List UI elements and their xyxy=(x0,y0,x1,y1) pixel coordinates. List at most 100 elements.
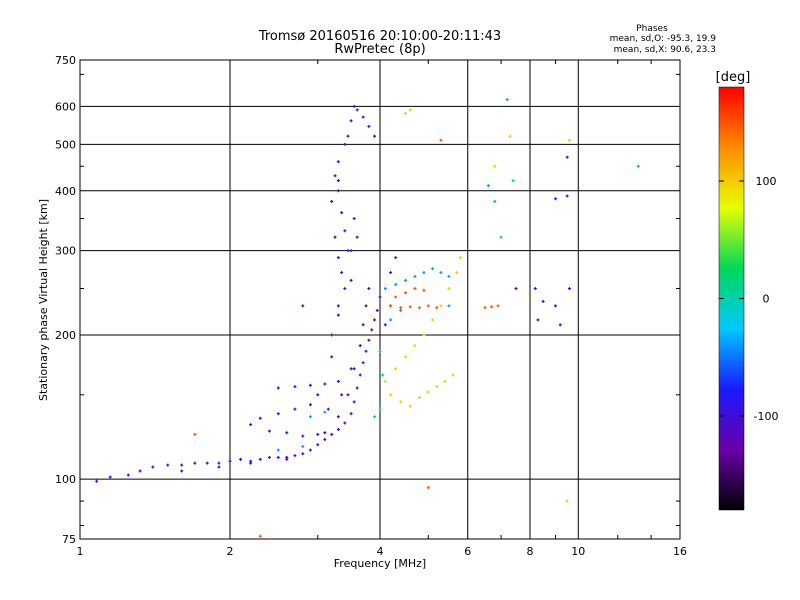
data-point xyxy=(447,304,451,308)
data-point xyxy=(340,271,344,275)
stats-o-line: mean, sd,O: -95.3, 19.9 xyxy=(610,34,717,44)
data-point xyxy=(343,229,347,233)
data-point xyxy=(378,349,382,353)
colorbar-ticks: 100 0 -100 xyxy=(719,175,778,423)
data-point xyxy=(431,267,435,271)
data-point xyxy=(394,256,398,260)
stats-x-line: mean, sd,X: 90.6, 23.3 xyxy=(614,45,716,55)
data-point xyxy=(358,344,362,348)
data-point xyxy=(426,304,430,308)
data-point xyxy=(403,291,407,295)
data-point xyxy=(499,235,503,239)
data-point xyxy=(330,432,334,436)
data-point xyxy=(276,455,280,459)
data-point xyxy=(276,412,280,416)
x-tick-label: 2 xyxy=(227,545,234,558)
data-point xyxy=(326,407,330,411)
data-point xyxy=(403,278,407,282)
data-point xyxy=(343,421,347,425)
data-point xyxy=(389,304,393,308)
data-point xyxy=(565,499,569,503)
data-point xyxy=(330,355,334,359)
data-point xyxy=(301,452,305,456)
chart-title: Tromsø 20160516 20:10:00-20:11:43 xyxy=(258,29,501,44)
colorbar-tick-label: 0 xyxy=(763,293,770,306)
data-point xyxy=(439,271,443,275)
data-point xyxy=(301,304,305,308)
data-point xyxy=(375,308,379,312)
data-point xyxy=(355,235,359,239)
data-point xyxy=(340,211,344,215)
data-point xyxy=(408,404,412,408)
data-point xyxy=(403,111,407,115)
data-point xyxy=(399,400,403,404)
data-point xyxy=(541,299,545,303)
chart-subtitle: RwPretec (8p) xyxy=(334,42,425,57)
data-point xyxy=(217,465,221,469)
data-point xyxy=(403,355,407,359)
data-point xyxy=(355,108,359,112)
y-axis-label: Stationary phase Virtual Height [km] xyxy=(37,199,50,401)
data-point xyxy=(413,287,417,291)
data-point xyxy=(151,465,155,469)
data-point xyxy=(417,396,421,400)
data-point xyxy=(383,379,387,383)
data-point xyxy=(293,407,297,411)
data-point xyxy=(364,349,368,353)
data-point xyxy=(276,386,280,390)
data-point xyxy=(373,415,377,419)
data-point xyxy=(349,367,353,371)
data-point xyxy=(447,287,451,291)
data-point xyxy=(361,323,365,327)
data-point xyxy=(346,393,350,397)
y-tick-label: 500 xyxy=(55,138,76,151)
data-point xyxy=(558,323,562,327)
data-point xyxy=(352,217,356,221)
data-point xyxy=(285,431,289,435)
data-point xyxy=(508,134,512,138)
data-point xyxy=(95,479,99,483)
data-point xyxy=(336,160,340,164)
data-point xyxy=(323,431,327,435)
data-point xyxy=(378,295,382,299)
y-tick-label: 200 xyxy=(55,329,76,342)
data-point xyxy=(249,423,253,427)
data-point xyxy=(565,194,569,198)
data-point xyxy=(565,155,569,159)
data-point xyxy=(276,448,280,452)
data-point xyxy=(417,306,421,310)
data-point xyxy=(364,304,368,308)
data-point xyxy=(394,282,398,286)
data-point xyxy=(378,407,382,411)
data-point xyxy=(349,249,353,253)
data-point xyxy=(323,382,327,386)
data-point xyxy=(308,448,312,452)
data-point xyxy=(373,134,377,138)
data-point xyxy=(536,318,540,322)
data-point xyxy=(426,486,430,490)
data-points xyxy=(95,98,640,538)
data-point xyxy=(108,475,112,479)
data-point xyxy=(293,454,297,458)
data-point xyxy=(493,164,497,168)
data-point xyxy=(553,304,557,308)
data-point xyxy=(483,306,487,310)
data-point xyxy=(383,323,387,327)
data-point xyxy=(316,443,320,447)
data-point xyxy=(636,164,640,168)
data-point xyxy=(308,383,312,387)
data-point xyxy=(389,318,393,322)
plot-frame xyxy=(79,59,681,540)
data-point xyxy=(205,461,209,465)
x-tick-label: 1 xyxy=(77,545,84,558)
data-point xyxy=(567,287,571,291)
data-point xyxy=(258,457,262,461)
data-point xyxy=(249,461,253,465)
data-point xyxy=(228,459,232,463)
data-point xyxy=(239,457,243,461)
data-point xyxy=(355,386,359,390)
data-point xyxy=(180,463,184,467)
data-point xyxy=(349,119,353,123)
colorbar-tick-label: 100 xyxy=(756,175,777,188)
